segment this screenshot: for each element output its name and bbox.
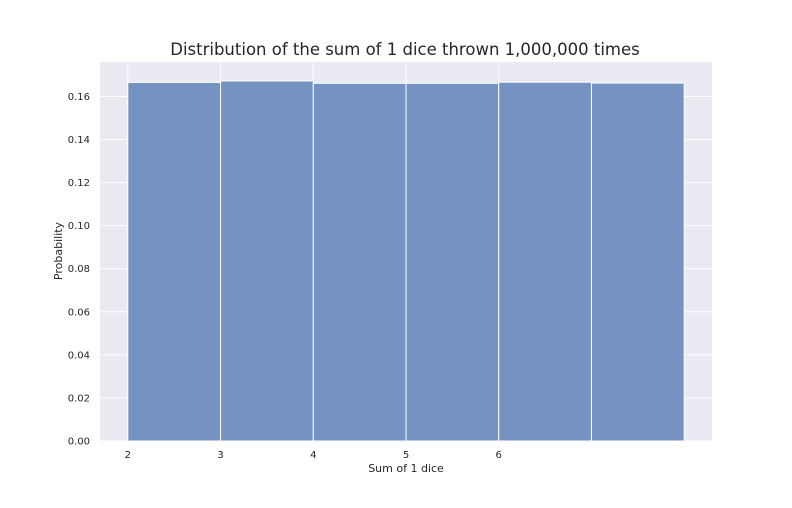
- y-tick-label: 0.02: [68, 393, 90, 404]
- x-tick-label: 4: [310, 450, 316, 461]
- y-tick-label: 0.06: [68, 307, 90, 318]
- histogram-bar-4: [405, 82, 500, 442]
- y-tick-label: 0.12: [68, 178, 90, 189]
- x-tick-label: 2: [125, 450, 131, 461]
- x-tick-label: 3: [217, 450, 223, 461]
- bars: [127, 80, 685, 442]
- histogram-bar-5: [498, 81, 592, 442]
- y-tick-label: 0.00: [68, 437, 90, 448]
- x-tick-label: 6: [496, 450, 502, 461]
- histogram-bar-2: [220, 80, 314, 442]
- chart-title: Distribution of the sum of 1 dice thrown…: [170, 40, 640, 59]
- y-tick-label: 0.04: [68, 350, 90, 361]
- y-tick-label: 0.16: [68, 92, 90, 103]
- histogram-bar-1: [127, 81, 222, 442]
- x-tick-label: 5: [403, 450, 409, 461]
- histogram-bar-3: [312, 82, 407, 442]
- x-tick-labels: 2 3 4 5 6: [125, 450, 502, 461]
- histogram-bar-6: [590, 82, 685, 442]
- y-tick-label: 0.14: [68, 135, 90, 146]
- y-axis-label: Probability: [52, 221, 65, 280]
- y-tick-label: 0.08: [68, 264, 90, 275]
- y-tick-labels: 0.00 0.02 0.04 0.06 0.08 0.10 0.12 0.14 0.16: [68, 92, 90, 448]
- y-tick-label: 0.10: [68, 221, 90, 232]
- x-axis-label: Sum of 1 dice: [368, 462, 444, 475]
